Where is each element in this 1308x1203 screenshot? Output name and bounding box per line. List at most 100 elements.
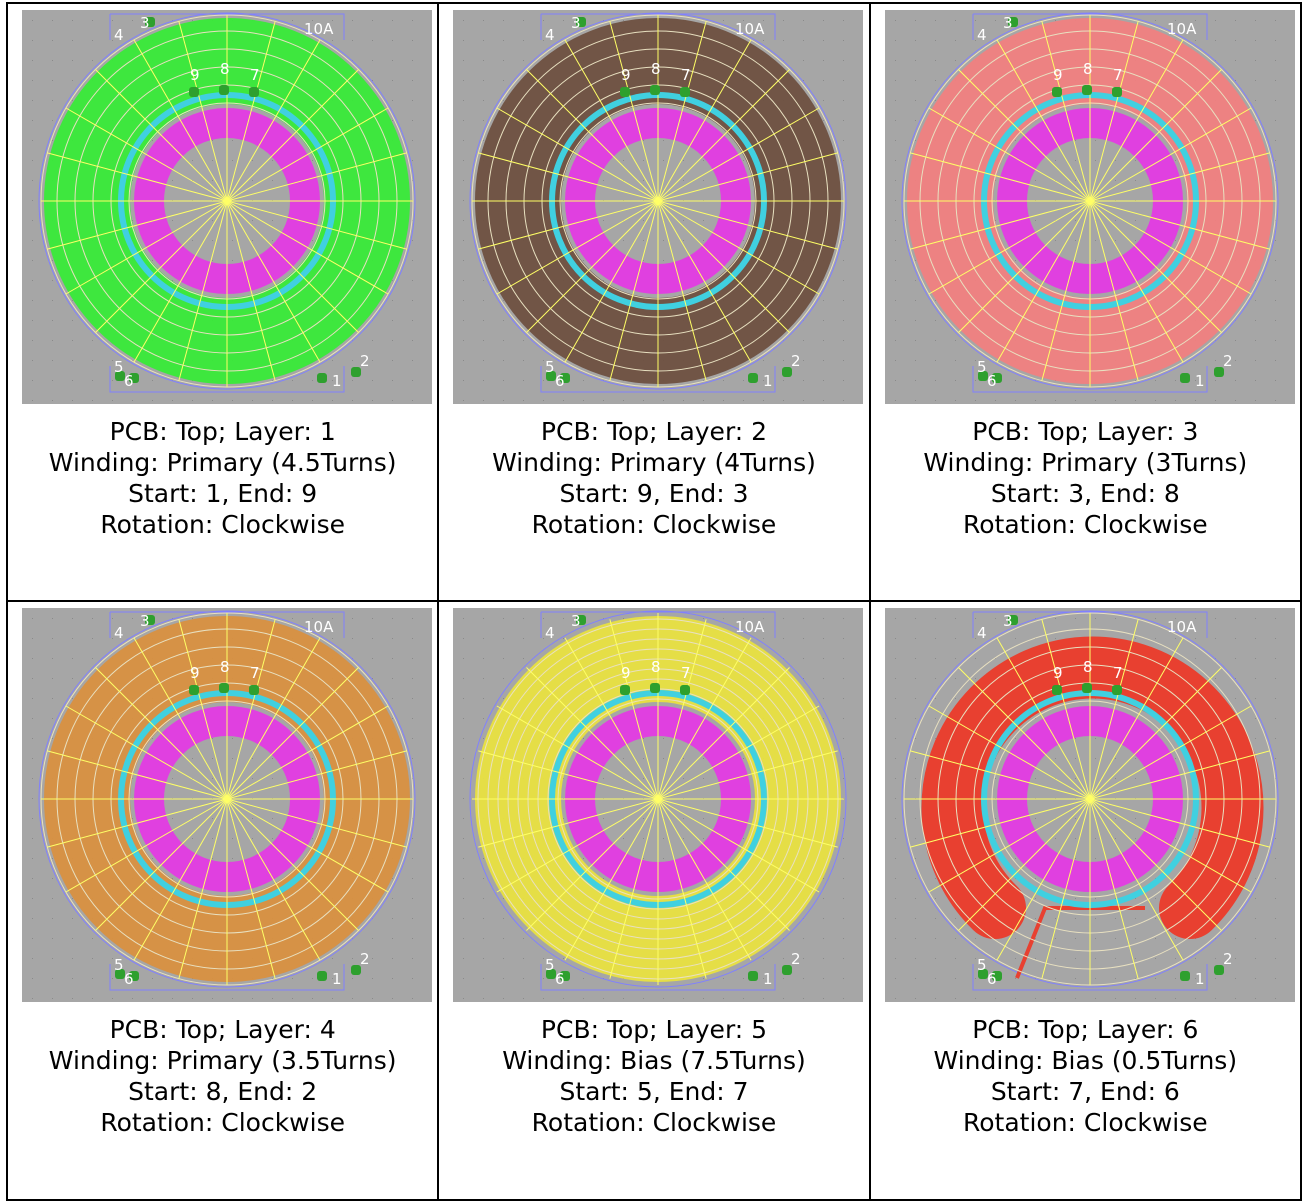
pin-label: 7	[1113, 66, 1123, 84]
pin-label: 3	[571, 612, 581, 630]
board-outline	[109, 611, 345, 991]
pad	[977, 371, 988, 381]
layer-cell: 3 4 10A 9 8 7 5 6 1 2 PCB: Top; Layer: 2 Winding:…	[437, 2, 871, 602]
start-end-label: Start: 7, End: 6	[990, 1077, 1180, 1106]
radial-lines	[903, 613, 1276, 985]
pin-label: 9	[190, 664, 200, 682]
pin-label: 9	[1053, 66, 1063, 84]
pad	[1179, 373, 1190, 383]
radial-lines	[472, 15, 845, 387]
radial-lines	[472, 613, 845, 985]
pad	[219, 683, 229, 693]
pin-label: 10A	[1167, 20, 1197, 38]
board-outline	[540, 611, 776, 991]
pin-label: 1	[763, 970, 773, 988]
rotation-label: Rotation: Clockwise	[100, 1108, 345, 1137]
pad	[115, 371, 125, 381]
pin-label: 5	[545, 358, 555, 376]
winding-label: Winding: Bias (7.5Turns)	[502, 1046, 806, 1075]
pcb-layer-label: PCB: Top; Layer: 1	[109, 417, 336, 446]
pad	[317, 373, 327, 383]
layer-cell: 3 4 10A 9 8 7 5 6 1 2 PCB: Top; Layer: 3 Winding:…	[868, 2, 1303, 602]
pad	[1051, 87, 1062, 97]
pin-label: 3	[1003, 14, 1013, 32]
pcb-layer-label: PCB: Top; Layer: 5	[540, 1015, 768, 1044]
pin-label: 9	[621, 66, 631, 84]
pin-label: 1	[763, 372, 773, 390]
pin-label: 10A	[304, 618, 334, 636]
pcb-layer-svg: 34 10A 9 8 7 56 12	[453, 10, 864, 404]
winding-label: Winding: Primary (3.5Turns)	[48, 1046, 397, 1075]
pad	[1213, 367, 1224, 377]
pin-label: 8	[220, 60, 230, 78]
layer-caption: PCB: Top; Layer: 5 Winding: Bias (7.5Tur…	[439, 1014, 868, 1138]
pin-label: 5	[977, 956, 987, 974]
pad	[1111, 87, 1122, 97]
pcb-layer-label: PCB: Top; Layer: 6	[972, 1015, 1199, 1044]
pin-label: 9	[621, 664, 631, 682]
pin-label: 3	[571, 14, 581, 32]
pin-label: 7	[1113, 664, 1123, 682]
pcb-layer-image: 3 4 10A 9 8 7 5 6 1 2	[453, 10, 864, 404]
radial-lines	[41, 613, 413, 985]
pin-label: 8	[651, 60, 661, 78]
pad	[620, 685, 631, 695]
pad	[317, 971, 327, 981]
pcb-layer-image: 3 4 10A 9 8 7 5 6 1 2	[453, 608, 864, 1002]
pin-label: 2	[360, 950, 370, 968]
pin-label: 3	[140, 14, 150, 32]
board-circle	[38, 12, 416, 390]
pin-label: 9	[1053, 664, 1063, 682]
pin-label: 1	[332, 372, 342, 390]
pin-label: 10A	[1167, 618, 1197, 636]
pad	[782, 965, 793, 975]
pad	[1179, 971, 1190, 981]
pad	[249, 685, 259, 695]
pin-label: 5	[114, 956, 124, 974]
pcb-layer-svg: 34 10A 9 8 7 56 12	[453, 608, 864, 1002]
pad	[1007, 17, 1018, 27]
pin-label: 10A	[304, 20, 334, 38]
start-end-label: Start: 9, End: 3	[559, 479, 749, 508]
layer-cell: 3 4 10A 9 8 7 5 6 1 2 PCB: Top; Layer: 4 Winding:…	[5, 600, 440, 1201]
layer-cell: 3 4 10A 9 8 7 5 6 1 2 PCB: Top; Layer: 1 Winding:…	[5, 2, 440, 602]
layer-caption: PCB: Top; Layer: 2 Winding: Primary (4Tu…	[439, 416, 868, 540]
pin-label: 10A	[735, 618, 765, 636]
board-circle	[469, 610, 847, 988]
pcb-layer-svg: 34 10A 9 8 7 56 12	[22, 608, 432, 1002]
layer-caption: PCB: Top; Layer: 3 Winding: Primary (3Tu…	[871, 416, 1300, 540]
pad	[1213, 965, 1224, 975]
pin-label: 2	[1223, 352, 1233, 370]
pin-label: 8	[651, 658, 661, 676]
radial-lines	[41, 15, 413, 387]
pad	[145, 17, 155, 27]
pad	[145, 615, 155, 625]
pad	[680, 685, 691, 695]
pad	[576, 615, 587, 625]
pin-label: 6	[555, 970, 565, 988]
pad	[576, 17, 587, 27]
board-circle	[901, 610, 1279, 988]
pin-label: 4	[114, 26, 124, 44]
pad	[129, 971, 139, 981]
pin-label: 2	[791, 352, 801, 370]
pcb-layer-label: PCB: Top; Layer: 4	[109, 1015, 336, 1044]
pcb-layer-image: 3 4 10A 9 8 7 5 6 1 2	[884, 608, 1295, 1002]
board-outline	[972, 611, 1208, 991]
pin-label: 7	[681, 66, 691, 84]
pin-label: 5	[977, 358, 987, 376]
pad	[219, 85, 229, 95]
layer-table: 3 4 10A 9 8 7 5 6 1 2 PCB: Top; Layer: 1 Winding:…	[5, 2, 1303, 1201]
pcb-layer-image: 3 4 10A 9 8 7 5 6 1 2	[22, 608, 432, 1002]
pin-label: 7	[681, 664, 691, 682]
pad	[620, 87, 631, 97]
winding-label: Winding: Primary (4Turns)	[492, 448, 816, 477]
rotation-label: Rotation: Clockwise	[100, 510, 345, 539]
pin-label: 5	[545, 956, 555, 974]
layer-caption: PCB: Top; Layer: 4 Winding: Primary (3.5…	[8, 1014, 437, 1138]
pcb-layer-svg: 34 10A 9 8 7 56 12	[884, 10, 1295, 404]
pad	[560, 971, 571, 981]
rotation-label: Rotation: Clockwise	[531, 510, 777, 539]
pin-label: 4	[977, 624, 987, 642]
layer-cell: 3 4 10A 9 8 7 5 6 1 2 PCB: Top; Layer: 6 Winding:…	[868, 600, 1303, 1201]
